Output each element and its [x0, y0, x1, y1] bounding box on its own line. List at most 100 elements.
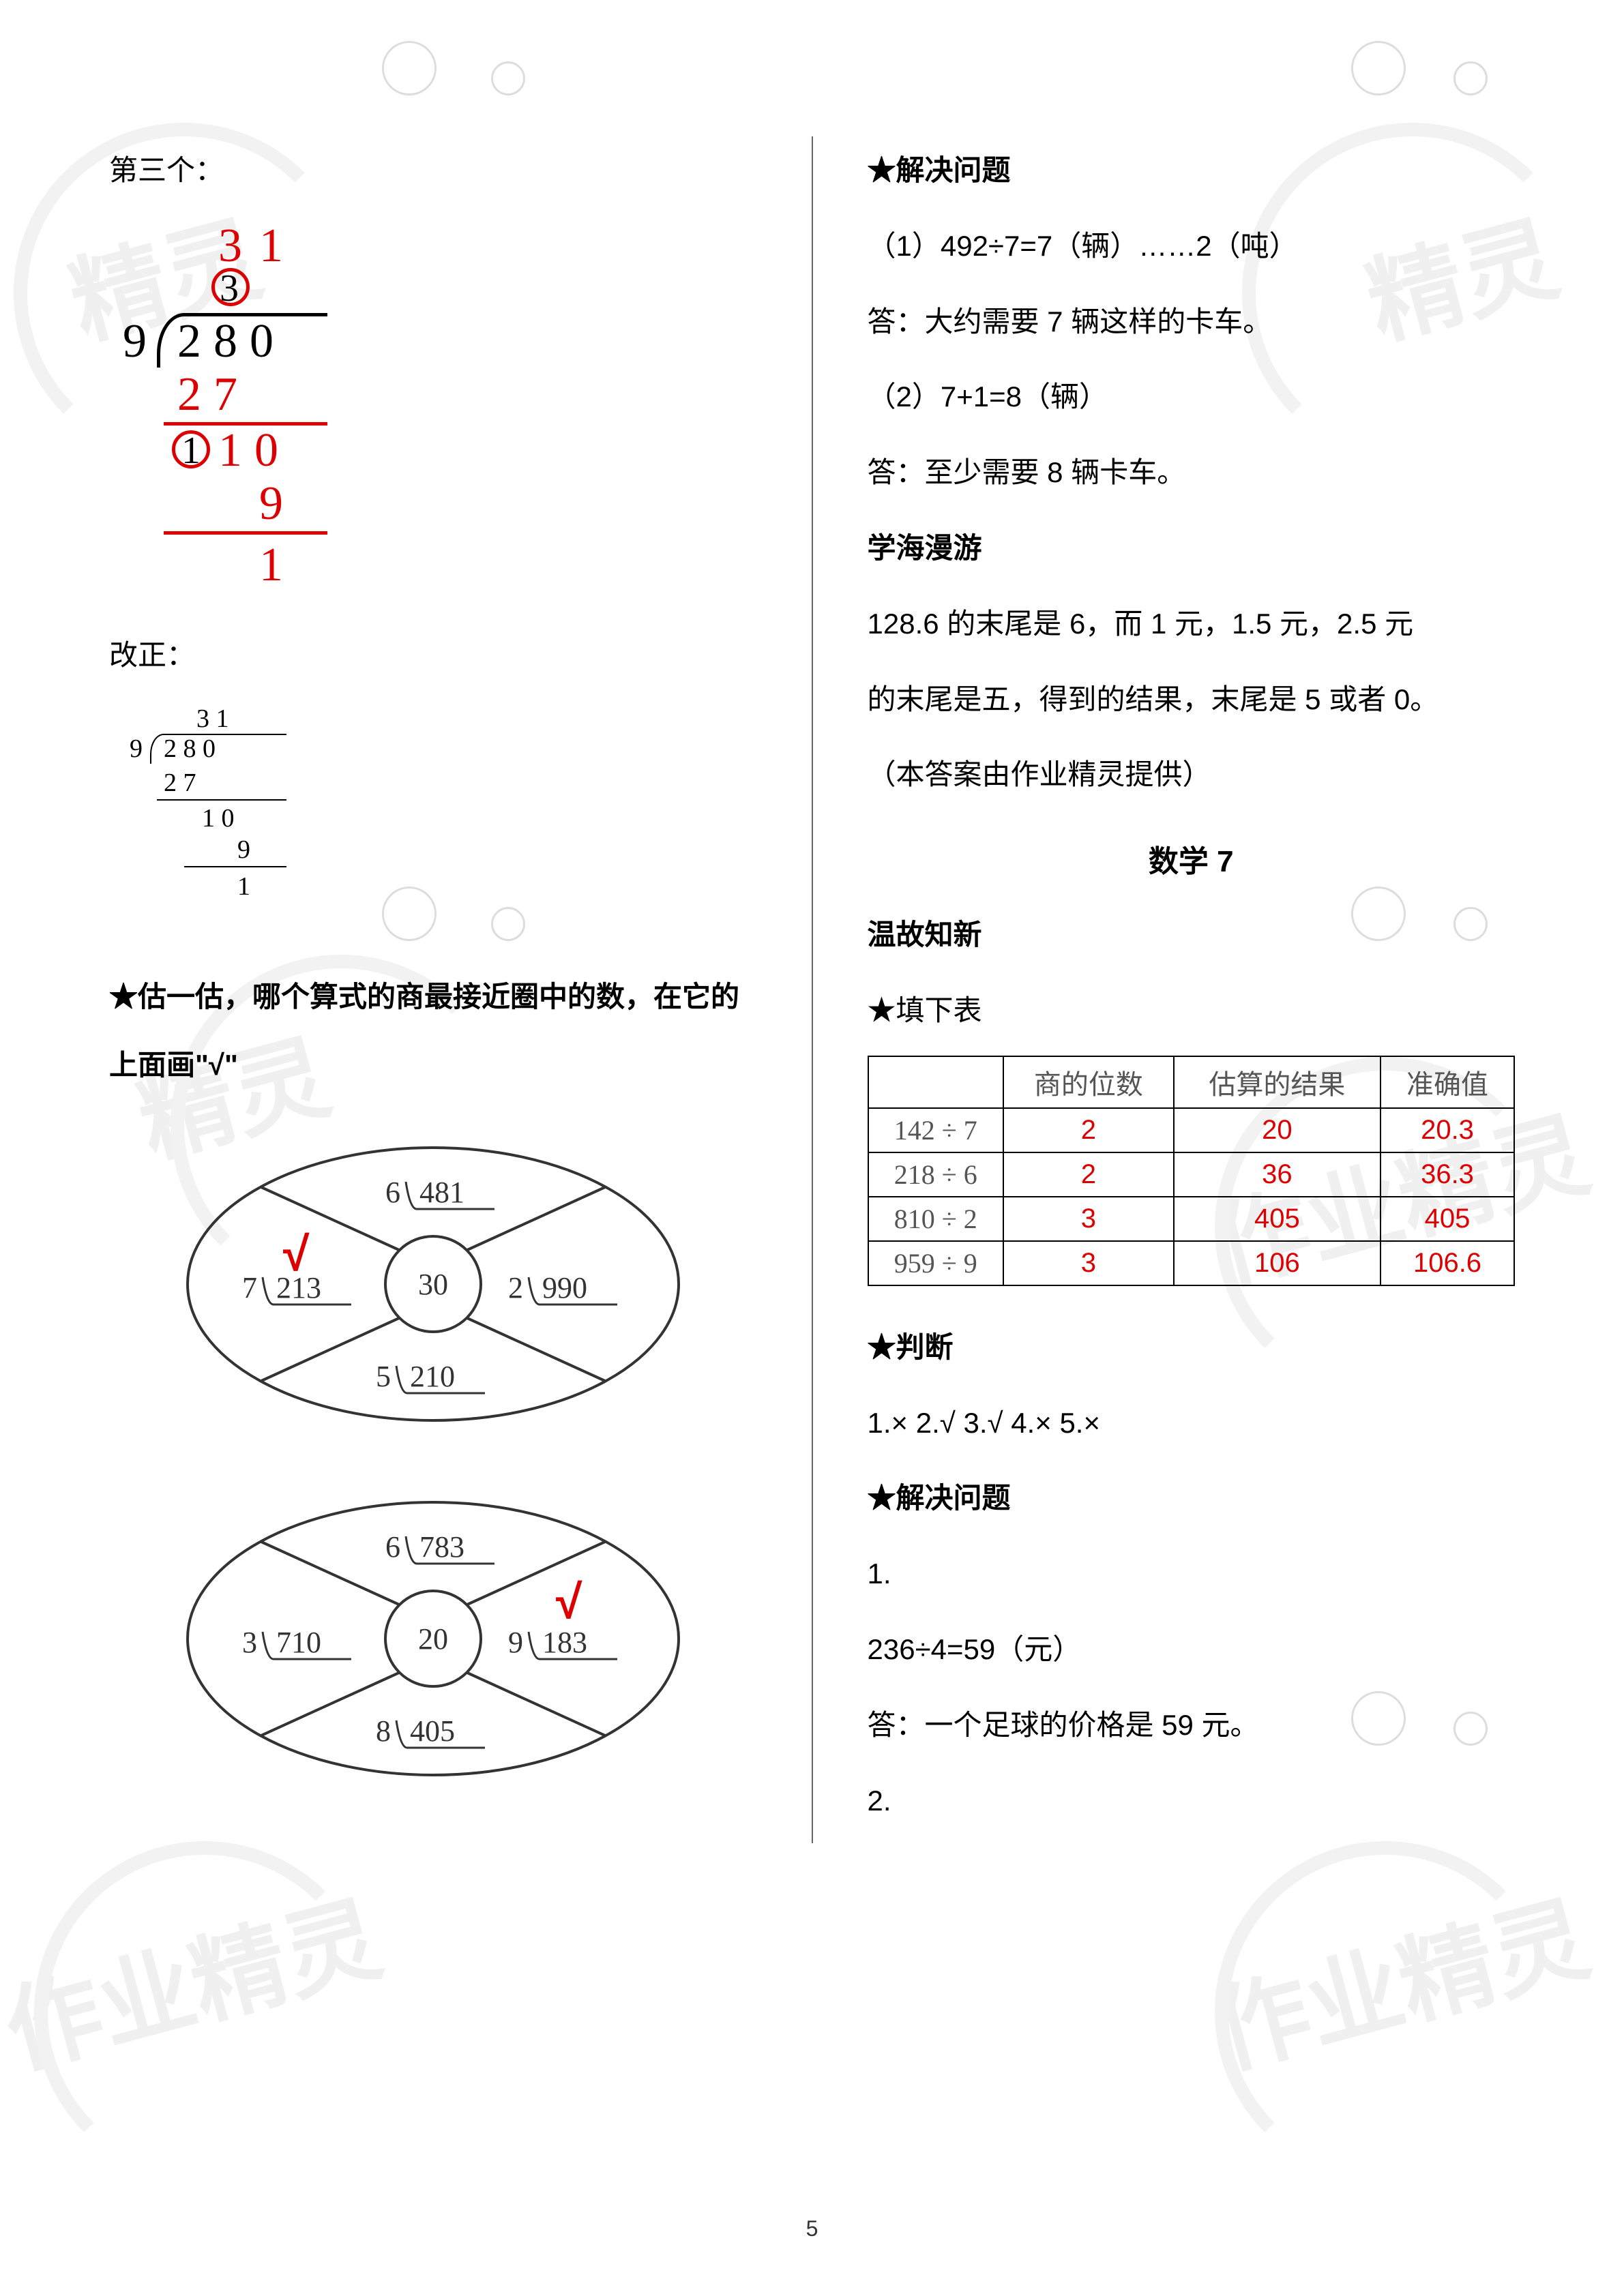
div-expr: 210: [410, 1360, 455, 1393]
watermark-arc: [34, 1841, 375, 2182]
center-value: 30: [418, 1268, 448, 1301]
correction-label: 改正：: [109, 621, 757, 690]
div-expr: 783: [419, 1530, 464, 1564]
step-value: 9: [237, 835, 250, 865]
step-value: 1 0: [202, 803, 235, 833]
judge-title: ★判断: [868, 1313, 1516, 1382]
judge-answers: 1.× 2.√ 3.√ 4.× 5.×: [868, 1389, 1516, 1458]
dividend: 2 8 0: [164, 734, 216, 764]
remainder: 1: [237, 871, 250, 901]
divider-line: [467, 1187, 605, 1250]
q1-label: 1.: [868, 1540, 1516, 1609]
divider-line: [467, 1673, 605, 1735]
table-row: 959 ÷ 93106106.6: [868, 1241, 1515, 1285]
center-value: 20: [418, 1622, 448, 1656]
problem-1: （1）492÷7=7（辆）……2（吨）: [868, 212, 1516, 281]
table-cell-digits: 3: [1003, 1197, 1174, 1241]
division-line: [157, 799, 286, 801]
div-expr: 183: [542, 1626, 587, 1659]
deco-circle: [491, 61, 525, 95]
table-header: 估算的结果: [1174, 1056, 1381, 1108]
check-mark-icon: √: [556, 1575, 582, 1628]
step-value: 9: [259, 477, 283, 531]
table-header: 准确值: [1381, 1056, 1514, 1108]
deco-circle: [1351, 41, 1406, 95]
div-expr: 481: [419, 1176, 464, 1209]
div-expr: 710: [276, 1626, 321, 1659]
fill-table: 商的位数 估算的结果 准确值 142 ÷ 722020.3218 ÷ 62363…: [868, 1056, 1516, 1286]
table-cell-exact: 106.6: [1381, 1241, 1514, 1285]
table-cell-estimate: 36: [1174, 1152, 1381, 1197]
ocean-title: 学海漫游: [868, 514, 1516, 583]
page-content: 第三个： 3 1 3 9 280 27 1 10 9 1 改正： 3 1 9 2…: [109, 136, 1515, 1843]
table-row: 142 ÷ 722020.3: [868, 1108, 1515, 1152]
ellipse-diagram-2: 20 6 783 3 710 9 183 8 405 √: [174, 1489, 692, 1789]
dividend: 280: [177, 314, 286, 369]
div-expr: 990: [542, 1271, 587, 1304]
watermark-arc: [1215, 1841, 1556, 2182]
div-expr: 7: [242, 1271, 257, 1304]
table-cell-estimate: 106: [1174, 1241, 1381, 1285]
remainder: 1: [259, 538, 283, 593]
table-header: [868, 1056, 1004, 1108]
solve-title-2: ★解决问题: [868, 1464, 1516, 1533]
heading-third: 第三个：: [109, 136, 757, 205]
circled-digit: 1: [181, 429, 201, 473]
step-value: 27: [177, 368, 250, 422]
divider-line: [261, 1187, 399, 1250]
division-line: [184, 866, 286, 867]
credit-line: （本答案由作业精灵提供）: [868, 741, 1516, 809]
table-cell-digits: 2: [1003, 1152, 1174, 1197]
table-cell-expr: 218 ÷ 6: [868, 1152, 1004, 1197]
watermark: 作业精灵: [0, 1862, 394, 2094]
divider-line: [467, 1318, 605, 1381]
problem-2-answer: 答：至少需要 8 辆卡车。: [868, 438, 1516, 507]
quotient-digit: 3: [218, 219, 242, 273]
deco-circle: [382, 41, 437, 95]
table-header-row: 商的位数 估算的结果 准确值: [868, 1056, 1515, 1108]
long-division-wrong: 3 1 3 9 280 27 1 10 9 1: [123, 219, 368, 601]
problem-1-answer: 答：大约需要 7 辆这样的卡车。: [868, 288, 1516, 357]
div-expr: 5: [376, 1360, 391, 1393]
problem-2: （2）7+1=8（辆）: [868, 363, 1516, 432]
table-row: 810 ÷ 23405405: [868, 1197, 1515, 1241]
q2-label: 2.: [868, 1767, 1516, 1836]
left-column: 第三个： 3 1 3 9 280 27 1 10 9 1 改正： 3 1 9 2…: [109, 136, 757, 1843]
ocean-line-2: 的末尾是五，得到的结果，末尾是 5 或者 0。: [868, 666, 1516, 734]
divider-line: [467, 1542, 605, 1605]
long-division-correct: 3 1 9 2 8 0 2 7 1 0 9 1: [130, 704, 321, 922]
table-cell-digits: 2: [1003, 1108, 1174, 1152]
divider-line: [261, 1542, 399, 1605]
table-cell-expr: 142 ÷ 7: [868, 1108, 1004, 1152]
table-cell-expr: 810 ÷ 2: [868, 1197, 1004, 1241]
review-title: 温故知新: [868, 901, 1516, 970]
table-header: 商的位数: [1003, 1056, 1174, 1108]
q1-calc: 236÷4=59（元）: [868, 1615, 1516, 1684]
div-expr: 6: [385, 1530, 400, 1564]
table-row: 218 ÷ 623636.3: [868, 1152, 1515, 1197]
step-value: 2 7: [164, 768, 196, 798]
ocean-line-1: 128.6 的末尾是 6，而 1 元，1.5 元，2.5 元: [868, 590, 1516, 659]
table-cell-estimate: 20: [1174, 1108, 1381, 1152]
check-mark-icon: √: [283, 1227, 310, 1281]
div-expr: 6: [385, 1176, 400, 1209]
div-expr: 2: [508, 1271, 523, 1304]
divisor: 9: [123, 314, 147, 369]
q1-answer: 答：一个足球的价格是 59 元。: [868, 1691, 1516, 1760]
div-expr: 9: [508, 1626, 523, 1659]
estimate-title: ★估一估，哪个算式的商最接近圈中的数，在它的上面画"√": [109, 963, 757, 1101]
section-math-7: 数学 7: [868, 837, 1516, 880]
table-cell-exact: 405: [1381, 1197, 1514, 1241]
page-number: 5: [806, 2216, 818, 2241]
column-divider: [812, 136, 813, 1843]
solve-problems-title: ★解决问题: [868, 136, 1516, 205]
table-cell-expr: 959 ÷ 9: [868, 1241, 1004, 1285]
watermark: 作业精灵: [1196, 1862, 1601, 2094]
division-line: [164, 531, 327, 535]
div-expr: 405: [410, 1714, 455, 1748]
div-expr: 3: [242, 1626, 257, 1659]
divisor: 9: [130, 734, 143, 764]
table-cell-exact: 20.3: [1381, 1108, 1514, 1152]
step-value: 10: [218, 423, 291, 478]
deco-circle: [1453, 61, 1488, 95]
